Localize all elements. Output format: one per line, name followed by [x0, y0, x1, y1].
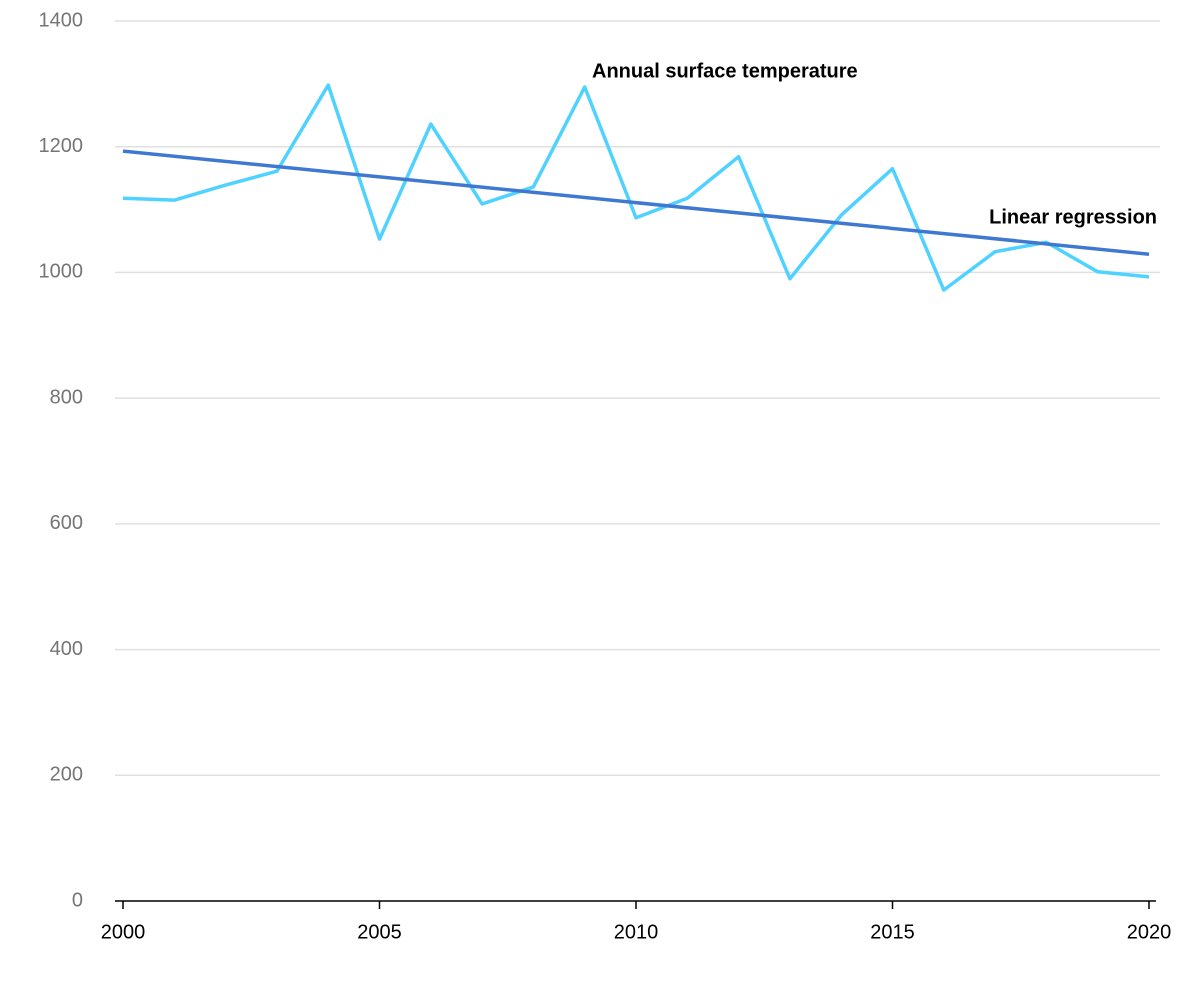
- y-tick-label: 1000: [39, 261, 84, 283]
- y-tick-label: 400: [50, 638, 83, 660]
- annotation: Annual surface temperature: [592, 60, 858, 82]
- line: [122, 149, 1150, 256]
- x-tick-label: 2020: [1127, 921, 1172, 943]
- x-tick-label: 2005: [357, 921, 402, 943]
- y-tick-label: 1200: [39, 135, 84, 157]
- annotation: Linear regression: [989, 206, 1157, 228]
- y-tick-label: 800: [50, 386, 83, 408]
- x-tick-label: 2000: [101, 921, 146, 943]
- x-tick-label: 2015: [870, 921, 915, 943]
- y-tick-label: 600: [50, 512, 83, 534]
- y-tick-label: 0: [72, 889, 83, 911]
- y-tick-label: 200: [50, 764, 83, 786]
- line: [122, 83, 1150, 292]
- y-tick-label: 1400: [39, 9, 84, 31]
- x-tick-label: 2010: [614, 921, 659, 943]
